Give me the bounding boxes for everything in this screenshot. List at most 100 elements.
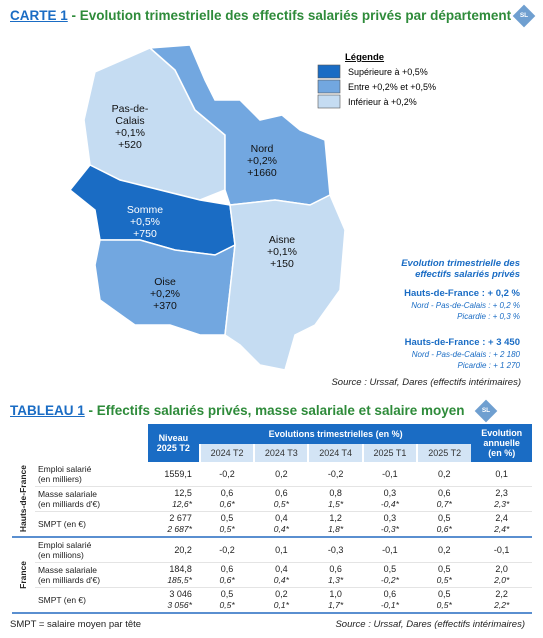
- row-label: Emploi salarié (en milliers): [34, 462, 148, 487]
- value: 0,6: [437, 488, 451, 498]
- map-title: CARTE 1 - Evolution trimestrielle des ef…: [10, 8, 511, 23]
- map-title-ref: CARTE 1: [10, 8, 68, 23]
- header-row: 2024 T2 2024 T3 2024 T4 2025 T1 2025 T2: [12, 444, 532, 462]
- region-count: +520: [118, 139, 142, 151]
- revised-value: 2,3*: [494, 499, 510, 509]
- value-cell: 0,4 0,4*: [254, 562, 309, 588]
- region-name: Somme: [127, 204, 163, 216]
- label-line: (en milliards d'€): [37, 575, 101, 585]
- row-label: Emploi salarié (en millions): [34, 537, 148, 563]
- value: 2,0: [495, 564, 508, 574]
- legend-swatch: [317, 64, 341, 79]
- revised-value: 1,5*: [328, 499, 344, 509]
- header-text: (en %): [488, 448, 516, 458]
- table-row: Hauts-de-France Emploi salarié (en millier…: [12, 462, 532, 538]
- value: 0,5: [437, 564, 451, 574]
- region-name: Nord: [251, 143, 274, 155]
- group-name: Hauts-de-France: [18, 465, 29, 533]
- value-cell: 0,5 0,5*: [417, 587, 472, 614]
- value: 0,2: [275, 589, 288, 599]
- legend-swatch: [317, 94, 341, 109]
- value-cell: 0,5 0,6*: [417, 511, 472, 538]
- revised-value: 2,4*: [494, 524, 510, 534]
- header-text: Evolution: [481, 428, 523, 438]
- value-cell: -0,3: [308, 537, 363, 563]
- value-cell: 2 677 2 687*: [147, 511, 200, 538]
- revised-value: 1,7*: [328, 600, 344, 610]
- value: 0,6: [220, 564, 234, 574]
- region-rate: +0,1%: [267, 246, 297, 258]
- value-cell: 0,1: [471, 462, 532, 487]
- value-cell: 0,4 0,4*: [254, 511, 309, 538]
- revised-value: 2 687*: [167, 524, 192, 534]
- value: 0,5: [220, 589, 234, 599]
- side-heading: Evolution trimestrielle des: [401, 258, 520, 269]
- value-cell: 0,3 -0,4*: [362, 486, 418, 512]
- value-cell: 0,6 -0,1*: [362, 587, 418, 614]
- region: [224, 193, 346, 371]
- value: -0,2: [327, 468, 344, 479]
- value: -0,3: [327, 544, 344, 555]
- map-source: Source : Urssaf, Dares (effectifs intéri…: [331, 377, 521, 388]
- revised-value: 0,5*: [273, 499, 289, 509]
- region-count: +150: [270, 258, 294, 270]
- value: 0,5: [220, 513, 234, 523]
- side-total: Hauts-de-France : + 0,2 %: [404, 288, 520, 299]
- region-name: Aisne: [269, 234, 295, 246]
- period-header: 2024 T2: [198, 444, 255, 462]
- value-cell: 0,2 0,1*: [254, 587, 309, 614]
- period-header: 2024 T4: [307, 444, 363, 462]
- revised-value: -0,2*: [380, 575, 399, 585]
- value-cell: 0,6 1,3*: [308, 562, 363, 588]
- value-cell: 0,6 0,5*: [254, 486, 309, 512]
- value-cell: -0,1: [362, 462, 418, 487]
- table-row: SMPT (en €) 2 677 2 687* 0,5 0,5* 0,4 0,4* 1,2 1…: [12, 511, 532, 538]
- table-note: SMPT = salaire moyen par tête: [10, 619, 142, 630]
- legend-swatch: [317, 79, 341, 94]
- revised-value: 0,5*: [219, 524, 235, 534]
- region-rate: +0,5%: [130, 216, 160, 228]
- logo-text: SL: [481, 407, 491, 414]
- value: 12,5: [174, 488, 192, 498]
- revised-value: 185,5*: [167, 575, 192, 585]
- map: Pas-de-Calais+0,1%+520 Nord+0,2%+1660Somm…: [70, 45, 437, 371]
- value: -0,1: [493, 544, 510, 555]
- label-line: (en milliards d'€): [37, 499, 101, 509]
- header-group: Evolutions trimestrielles (en %): [199, 424, 472, 444]
- value-cell: 184,8 185,5*: [147, 562, 200, 588]
- value-cell: 1,0 1,7*: [308, 587, 363, 614]
- label-line: Masse salariale: [37, 565, 98, 575]
- group-cell: Hauts-de-France: [12, 462, 35, 538]
- value: 20,2: [174, 544, 192, 555]
- revised-value: 0,5*: [436, 600, 452, 610]
- value: -0,1: [382, 544, 398, 555]
- region-rate: +0,1%: [115, 127, 145, 139]
- value: 184,8: [169, 564, 192, 574]
- revised-value: 1,8*: [328, 524, 344, 534]
- header-text: 2025 T2: [156, 443, 190, 453]
- row-label: SMPT (en €): [34, 587, 148, 614]
- label-line: SMPT (en €): [37, 519, 86, 529]
- table-source: Source : Urssaf, Dares (effectifs intéri…: [335, 619, 525, 630]
- group-name: France: [18, 561, 29, 589]
- value-cell: 0,6 0,7*: [417, 486, 472, 512]
- value: 0,6: [329, 564, 342, 574]
- value: 0,2: [437, 468, 451, 479]
- value-cell: 2,3 2,3*: [471, 486, 532, 512]
- region-count: +1660: [247, 167, 277, 179]
- value-cell: 1559,1: [147, 462, 200, 487]
- value-cell: 0,6 0,6*: [199, 562, 255, 588]
- value: 3 046: [169, 589, 192, 599]
- value-cell: -0,1: [471, 537, 532, 563]
- value: 2,4: [495, 513, 508, 523]
- value: 2,3: [495, 488, 508, 498]
- label-line: Emploi salarié: [37, 540, 92, 550]
- table-row: Masse salariale (en milliards d'€) 184,8 18…: [12, 562, 532, 588]
- revised-value: 0,5*: [436, 575, 452, 585]
- region-name: Calais: [115, 115, 144, 127]
- value-cell: 2,0 2,0*: [471, 562, 532, 588]
- side-detail: Picardie : + 1 270: [457, 361, 520, 370]
- value-cell: -0,2: [308, 462, 363, 487]
- region-rate: +0,2%: [150, 288, 180, 300]
- region-count: +370: [153, 300, 177, 312]
